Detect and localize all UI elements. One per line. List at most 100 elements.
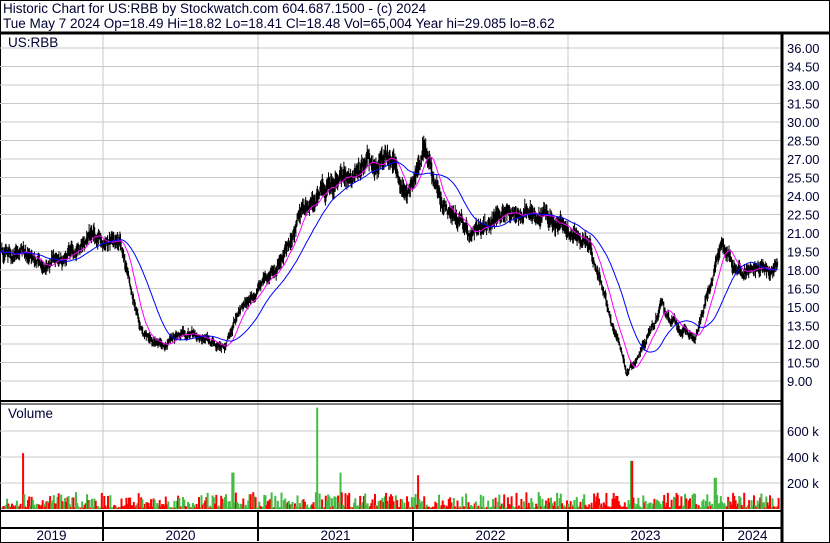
volume-bar — [770, 507, 773, 509]
volume-bar — [148, 506, 151, 509]
volume-bar — [193, 504, 196, 509]
volume-bar — [527, 502, 530, 509]
volume-bar — [434, 501, 437, 509]
volume-bar — [723, 503, 726, 509]
volume-bar — [378, 500, 381, 509]
volume-bar — [137, 493, 140, 509]
volume-bar — [766, 502, 769, 509]
volume-bar — [695, 504, 698, 509]
volume-bar — [588, 504, 591, 509]
volume-bar — [150, 499, 152, 509]
volume-bar — [454, 506, 456, 509]
volume-bar — [744, 506, 747, 509]
volume-bar — [550, 497, 552, 509]
volume-bar — [146, 502, 149, 509]
chart-title: Historic Chart for US:RBB by Stockwatch.… — [3, 1, 427, 16]
volume-bar — [199, 507, 202, 509]
volume-bar — [420, 501, 423, 509]
volume-bar — [717, 504, 720, 509]
volume-bar — [34, 507, 37, 509]
volume-bar — [397, 507, 400, 509]
volume-bar — [191, 502, 194, 509]
volume-bar — [678, 506, 680, 509]
volume-bar — [249, 494, 252, 509]
volume-bar — [666, 492, 669, 509]
volume-bar — [95, 506, 98, 509]
volume-bar — [775, 507, 778, 509]
volume-bar — [78, 507, 81, 509]
volume-bar — [28, 496, 31, 509]
volume-bar — [557, 506, 560, 509]
volume-bar — [60, 494, 63, 509]
volume-bar — [543, 505, 546, 509]
volume-bar — [598, 498, 600, 509]
volume-bar — [125, 497, 128, 509]
volume-bar — [239, 503, 242, 509]
volume-bar — [495, 507, 498, 509]
volume-bar — [697, 505, 700, 509]
volume-bar — [156, 503, 159, 509]
year-label: 2019 — [36, 528, 66, 543]
volume-bar — [276, 500, 279, 509]
volume-bar — [262, 506, 264, 509]
volume-bar — [589, 506, 592, 509]
volume-bar — [463, 506, 466, 509]
volume-bar — [303, 501, 306, 509]
price-tick-label: 21.00 — [787, 226, 820, 241]
volume-bar — [6, 498, 9, 509]
volume-bar — [280, 492, 283, 509]
volume-bar — [627, 500, 630, 509]
volume-bar — [190, 506, 193, 509]
volume-bar — [573, 499, 576, 509]
volume-bar — [313, 507, 316, 509]
volume-bar — [591, 507, 594, 509]
volume-bar — [636, 504, 639, 509]
volume-bar — [371, 499, 374, 509]
volume-bar — [494, 497, 497, 509]
volume-bar — [13, 506, 16, 509]
volume-bar — [140, 497, 143, 509]
volume-bar — [596, 492, 599, 509]
volume-bar — [324, 495, 327, 509]
volume-bar — [364, 493, 367, 509]
volume-bar — [644, 500, 647, 509]
volume-bar — [559, 493, 562, 509]
volume-bar — [482, 496, 485, 509]
volume-bar — [163, 505, 166, 509]
volume-bar — [634, 506, 637, 509]
volume-bar — [82, 507, 85, 509]
volume-bar — [228, 501, 231, 509]
volume-bar — [750, 500, 753, 509]
volume-bar — [387, 503, 390, 509]
volume-bar — [289, 504, 292, 509]
volume-bar — [658, 501, 661, 509]
volume-bar — [436, 507, 439, 509]
year-label: 2024 — [737, 528, 768, 543]
volume-bar — [456, 500, 459, 509]
volume-bar — [151, 506, 154, 509]
volume-bar — [127, 497, 130, 509]
volume-bar — [748, 500, 751, 509]
volume-bar — [489, 507, 492, 509]
volume-bar — [502, 504, 504, 509]
volume-tick-label: 400 k — [787, 450, 819, 465]
volume-bar — [537, 492, 540, 509]
volume-bar — [407, 501, 410, 509]
volume-bar — [242, 498, 245, 509]
volume-bar — [230, 507, 232, 509]
volume-bar — [584, 504, 587, 509]
volume-bar — [290, 503, 293, 509]
volume-bar — [159, 506, 162, 509]
volume-bar — [529, 507, 532, 509]
volume-bar — [628, 503, 631, 509]
volume-bar — [355, 505, 358, 509]
volume-bar — [244, 504, 247, 509]
volume-bar — [226, 507, 229, 509]
volume-bar — [317, 507, 320, 509]
volume-bar — [503, 494, 506, 509]
volume-bar — [220, 495, 223, 509]
volume-bar — [514, 507, 517, 509]
volume-bar — [657, 500, 659, 509]
volume-tick-label: 200 k — [787, 476, 819, 491]
